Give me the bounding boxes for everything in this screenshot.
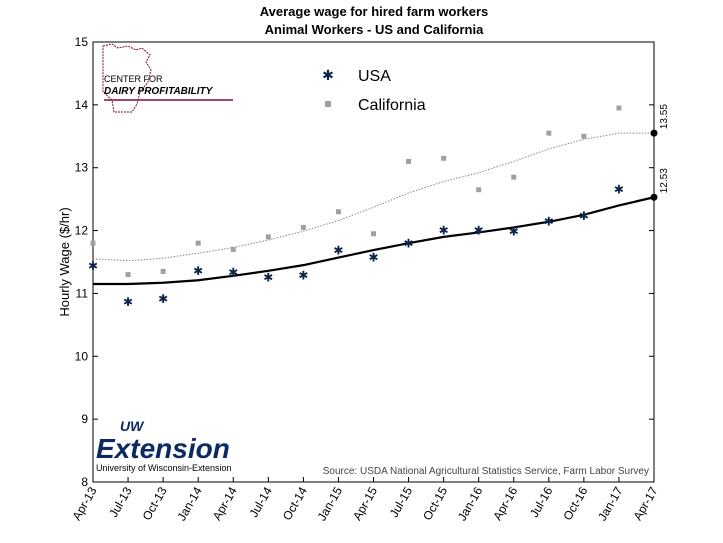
y-tick-label: 12 (75, 224, 89, 238)
uw-logo-main: Extension (96, 433, 230, 464)
california-point (441, 155, 447, 161)
legend-california-label: California (358, 97, 426, 114)
source-note: Source: USDA National Agricultural Stati… (323, 466, 649, 477)
legend-usa-label: USA (358, 68, 391, 85)
x-tick-label: Apr-15 (350, 484, 380, 522)
logo-line-1: CENTER FOR (104, 74, 163, 84)
california-point (581, 133, 587, 139)
center-for-dairy-profitability-logo: CENTER FOR DAIRY PROFITABILITY (102, 43, 233, 113)
x-tick-label: Apr-14 (210, 484, 240, 522)
usa-point: ✱ (544, 215, 554, 229)
usa-point: ✱ (509, 225, 519, 239)
uw-logo-top: UW (120, 418, 145, 434)
usa-point: ✱ (579, 209, 589, 223)
x-tick-label: Jan-15 (315, 484, 346, 523)
chart-subtitle: Animal Workers - US and California (265, 22, 484, 37)
wisconsin-map-icon (102, 43, 152, 113)
x-tick-label: Jul-14 (246, 484, 275, 520)
y-tick-label: 11 (76, 286, 89, 300)
usa-point: ✱ (263, 270, 273, 284)
x-tick-label: Jan-16 (455, 484, 486, 523)
y-tick-label: 14 (75, 98, 89, 112)
y-tick-label: 13 (75, 161, 89, 175)
usa-point: ✱ (439, 223, 449, 237)
usa-point: ✱ (333, 243, 343, 257)
usa-point: ✱ (298, 269, 308, 283)
x-tick-label: Jul-15 (387, 484, 416, 520)
california-point (195, 240, 201, 246)
legend-usa-marker: ✱ (322, 67, 334, 83)
usa-end-label: 12.53 (659, 168, 670, 193)
x-tick-label: Oct-13 (140, 484, 170, 522)
usa-point: ✱ (614, 182, 624, 196)
y-tick-label: 10 (75, 349, 89, 363)
california-point (300, 224, 306, 230)
chart-title: Average wage for hired farm workers (260, 4, 489, 19)
california-trend-line (92, 132, 654, 262)
california-point (371, 231, 376, 237)
x-tick-label: Oct-15 (420, 484, 450, 522)
y-tick-label: 9 (81, 412, 88, 426)
y-tick-label: 8 (81, 475, 88, 489)
usa-end-point (650, 193, 658, 201)
uw-logo-subtitle: University of Wisconsin-Extension (96, 463, 232, 473)
california-point (616, 105, 622, 111)
california-point (90, 240, 96, 246)
california-end-label: 13.55 (659, 104, 670, 129)
california-end-point (650, 129, 658, 137)
usa-point: ✱ (88, 259, 98, 273)
y-tick-label: 15 (75, 35, 89, 49)
usa-point: ✱ (474, 223, 484, 237)
california-point (125, 272, 131, 278)
x-tick-label: Jan-17 (595, 484, 626, 523)
california-point (546, 130, 552, 136)
usa-trend-line (93, 196, 655, 286)
usa-point: ✱ (404, 237, 414, 251)
usa-point: ✱ (158, 292, 168, 306)
y-axis-ticks: 8 9 10 11 12 13 14 15 (75, 35, 654, 489)
california-point (476, 187, 482, 193)
california-point (511, 174, 517, 180)
x-axis-ticks: Apr-13 Jul-13 Oct-13 Jan-14 Apr-14 Jul-14 Oct-… (69, 477, 661, 523)
x-tick-label: Oct-16 (560, 484, 590, 522)
legend-california-marker (325, 101, 331, 107)
california-point (406, 158, 412, 164)
y-axis-label: Hourly Wage ($/hr) (57, 207, 72, 316)
data-points: ✱ ✱ ✱ ✱ ✱ ✱ ✱ ✱ ✱ ✱ ✱ ✱ ✱ ✱ ✱ ✱ (88, 105, 624, 309)
uw-extension-logo: UW Extension University of Wisconsin-Ext… (96, 418, 232, 473)
california-point (160, 268, 166, 274)
x-tick-label: Apr-16 (490, 484, 520, 522)
trend-lines (92, 132, 655, 286)
x-tick-label: Jul-13 (106, 484, 135, 520)
x-tick-label: Jan-14 (174, 484, 205, 523)
x-tick-label: Apr-13 (69, 484, 99, 522)
usa-point: ✱ (228, 265, 238, 279)
x-tick-label: Oct-14 (280, 484, 310, 522)
logo-line-2: DAIRY PROFITABILITY (104, 86, 214, 97)
california-point (230, 246, 236, 252)
usa-point: ✱ (193, 264, 203, 278)
x-tick-label: Jul-16 (527, 484, 556, 520)
usa-point: ✱ (123, 295, 133, 309)
end-labels: 12.53 13.55 (650, 104, 670, 201)
california-point (335, 209, 341, 215)
legend: ✱ USA California (322, 67, 426, 114)
x-tick-label: Apr-17 (630, 484, 660, 522)
usa-point: ✱ (368, 250, 378, 264)
california-point (265, 234, 271, 240)
